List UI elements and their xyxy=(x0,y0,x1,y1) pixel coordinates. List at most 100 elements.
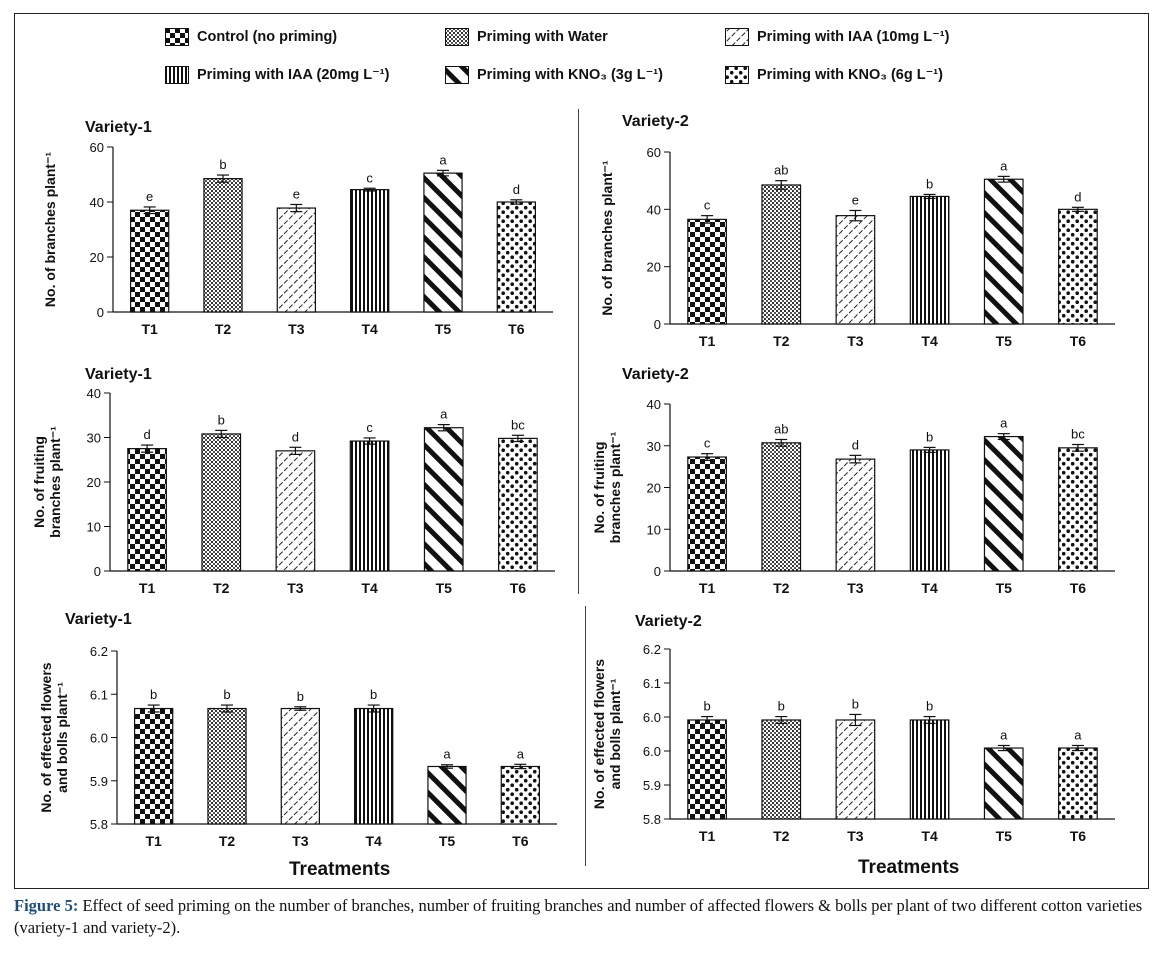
bar-t3 xyxy=(276,207,316,313)
chart-svg: Variety-2 No. of effected flowers and boll… xyxy=(591,613,1115,844)
legend-swatch xyxy=(165,66,189,84)
figure-caption: Figure 5: Effect of seed priming on the … xyxy=(14,895,1154,939)
x-tick-label: T5 xyxy=(436,580,453,596)
bar-t4 xyxy=(354,707,394,825)
legend-label: Priming with KNO₃ (3g L⁻¹) xyxy=(477,67,663,83)
x-axis-title-right: Treatments xyxy=(858,857,960,878)
x-tick-label: T3 xyxy=(292,833,309,849)
y-tick-label: 5.8 xyxy=(643,812,661,827)
significance-letter: b xyxy=(297,689,304,704)
chart-svg: Variety-1 No. of fruiting branches plant⁻¹… xyxy=(31,366,555,596)
significance-letter: a xyxy=(440,407,448,422)
x-tick-label: T2 xyxy=(215,321,232,337)
y-tick-label: 0 xyxy=(97,305,104,320)
bar-t2 xyxy=(761,719,802,820)
significance-letter: a xyxy=(439,152,447,167)
y-tick-label: 40 xyxy=(647,397,661,412)
bar-t1 xyxy=(129,209,170,313)
chart-svg: Variety-2 No. of branches plant⁻¹ 0 20 40 60 c… xyxy=(599,113,1115,349)
y-tick-label: 6.0 xyxy=(643,710,661,725)
significance-letter: d xyxy=(143,427,150,442)
legend-label: Priming with KNO₃ (6g L⁻¹) xyxy=(757,67,943,83)
legend-label: Priming with IAA (20mg L⁻¹) xyxy=(197,67,390,83)
x-tick-label: T6 xyxy=(510,580,527,596)
bar-t6 xyxy=(500,765,540,825)
significance-letter: b xyxy=(150,687,157,702)
significance-letter: d xyxy=(852,437,859,452)
legend-item: Priming with IAA (10mg L⁻¹) xyxy=(725,28,949,46)
x-tick-label: T4 xyxy=(921,580,938,596)
bar-t4 xyxy=(909,449,950,572)
bar-t1 xyxy=(687,218,727,325)
y-axis-label: No. of branches plant⁻¹ xyxy=(599,160,615,316)
x-tick-label: T3 xyxy=(847,828,864,844)
bar-t3 xyxy=(280,707,320,825)
x-tick-label: T2 xyxy=(773,580,790,596)
bar-t6 xyxy=(496,201,536,313)
x-tick-label: T2 xyxy=(213,580,230,596)
bar-t5 xyxy=(983,435,1024,572)
significance-letter: b xyxy=(926,176,933,191)
y-tick-label: 20 xyxy=(87,475,101,490)
chart-title: Variety-1 xyxy=(85,119,152,136)
significance-letter: c xyxy=(704,436,711,451)
panel-divider-top xyxy=(578,109,579,594)
bar-t3 xyxy=(835,458,876,572)
x-tick-label: T5 xyxy=(435,321,452,337)
significance-letter: b xyxy=(926,699,933,714)
x-tick-label: T4 xyxy=(361,321,378,337)
significance-letter: b xyxy=(218,412,225,427)
x-axis-title-left: Treatments xyxy=(289,859,391,880)
chart-fruiting-branches-variety-1: Variety-1 No. of fruiting branches plant⁻¹… xyxy=(15,349,580,596)
significance-letter: d xyxy=(1074,189,1081,204)
significance-letter: b xyxy=(852,696,859,711)
legend-item: Priming with IAA (20mg L⁻¹) xyxy=(165,66,389,84)
bar-t1 xyxy=(687,456,727,572)
y-tick-label: 6.1 xyxy=(90,687,108,702)
x-tick-label: T2 xyxy=(773,828,790,844)
significance-letter: c xyxy=(704,198,711,213)
legend-swatch xyxy=(445,28,469,46)
bar-t2 xyxy=(201,433,242,572)
y-tick-label: 5.9 xyxy=(90,774,108,789)
figure-frame: Control (no priming) Priming with Water Pr… xyxy=(14,13,1149,889)
significance-letter: b xyxy=(370,687,377,702)
significance-letter: a xyxy=(1000,158,1008,173)
y-tick-label: 30 xyxy=(647,439,661,454)
y-axis-label: No. of effected flowers xyxy=(591,659,607,809)
y-tick-label: 40 xyxy=(90,195,104,210)
legend: Control (no priming) Priming with Water Pr… xyxy=(15,14,1150,94)
significance-letter: c xyxy=(366,170,373,185)
x-tick-label: T1 xyxy=(699,333,716,349)
bar-t3 xyxy=(835,719,876,820)
bar-t2 xyxy=(203,178,243,313)
bar-t2 xyxy=(207,707,247,825)
bar-t6 xyxy=(1058,747,1098,820)
legend-label: Priming with IAA (10mg L⁻¹) xyxy=(757,29,950,45)
significance-letter: b xyxy=(219,157,226,172)
y-axis-label: branches plant⁻¹ xyxy=(607,431,623,543)
chart-branches-variety-2: Variety-2 No. of branches plant⁻¹ 0 20 40 60 c… xyxy=(580,102,1150,349)
chart-fruiting-branches-variety-2: Variety-2 No. of fruiting branches plant⁻¹… xyxy=(580,349,1150,596)
legend-item: Priming with Water xyxy=(445,28,608,46)
y-tick-label: 30 xyxy=(87,431,101,446)
y-tick-label: 0 xyxy=(94,564,101,579)
bar-t2 xyxy=(761,442,802,572)
y-tick-label: 20 xyxy=(647,481,661,496)
bar-t5 xyxy=(983,747,1024,820)
y-axis-label: No. of fruiting xyxy=(591,442,607,534)
significance-letter: e xyxy=(293,186,300,201)
significance-letter: e xyxy=(146,189,153,204)
x-tick-label: T6 xyxy=(508,321,525,337)
bar-t3 xyxy=(275,450,316,572)
chart-title: Variety-1 xyxy=(85,366,152,383)
significance-letter: b xyxy=(703,699,710,714)
x-tick-label: T5 xyxy=(439,833,456,849)
x-tick-label: T5 xyxy=(996,333,1013,349)
significance-letter: ab xyxy=(774,163,788,178)
x-tick-label: T1 xyxy=(141,321,158,337)
legend-label: Priming with Water xyxy=(477,29,608,45)
chart-branches-variety-1: Variety-1 No. of branches plant⁻¹ 0 20 40 60 e… xyxy=(15,102,580,342)
x-tick-label: T2 xyxy=(773,333,790,349)
significance-letter: e xyxy=(852,192,859,207)
